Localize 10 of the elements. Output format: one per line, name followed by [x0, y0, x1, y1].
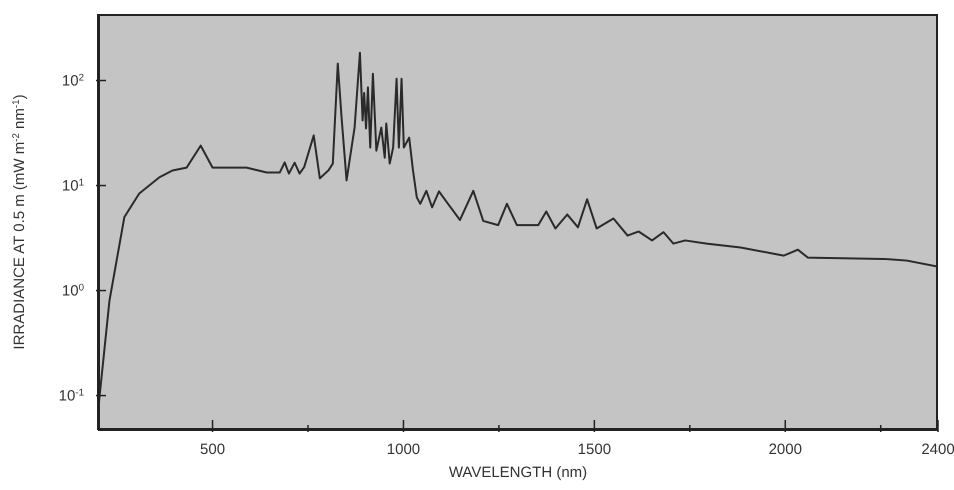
- x-tick-label: 2000: [768, 441, 802, 458]
- x-tick-label: 500: [200, 441, 226, 458]
- y-tick-label: 10$^{2}$: [62, 72, 84, 90]
- x-tick-label: 1000: [386, 441, 420, 458]
- x-tick-label: 2400: [921, 441, 954, 458]
- y-tick-label: 10$^{0}$: [62, 282, 85, 300]
- x-tick-label: 1500: [578, 441, 612, 458]
- y-tick-label: 10$^{-1}$: [58, 387, 84, 405]
- y-tick-label: 10$^{1}$: [62, 177, 84, 195]
- x-axis-title: WAVELENGTH (nm): [448, 464, 588, 481]
